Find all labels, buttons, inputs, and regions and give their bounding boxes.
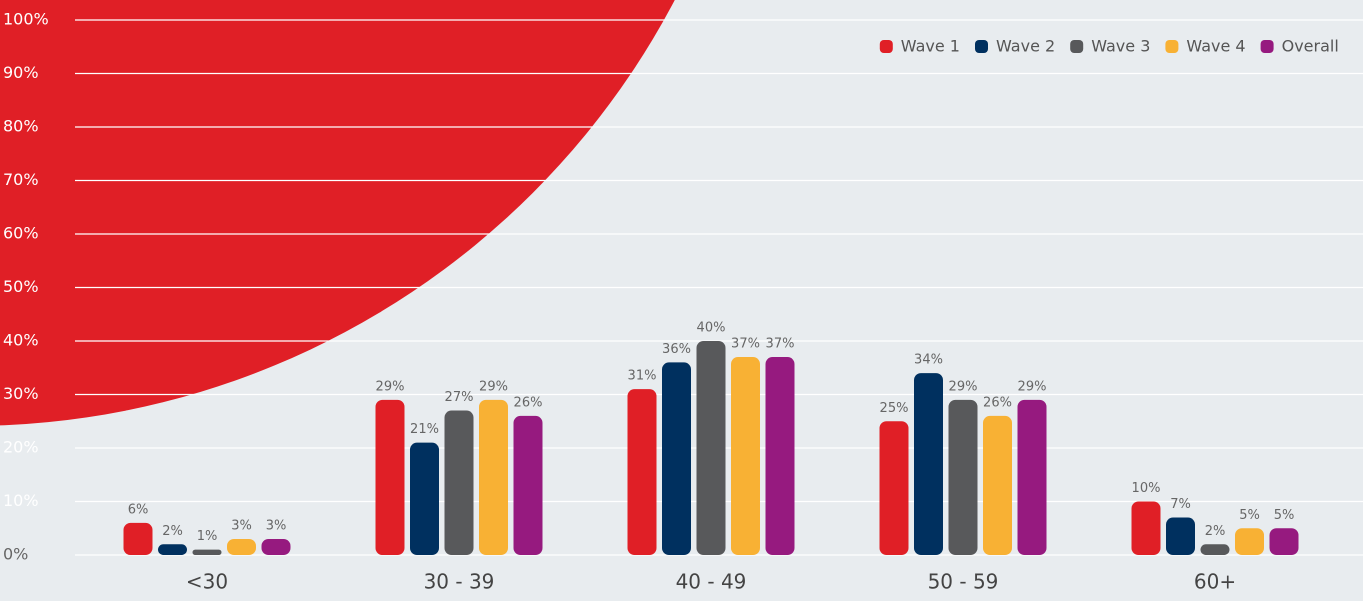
- legend-swatch: [975, 40, 988, 53]
- bar: [158, 544, 187, 555]
- value-label: 26%: [514, 395, 543, 410]
- bar: [261, 538, 291, 555]
- y-tick-label: 50%: [3, 277, 39, 296]
- bar: [731, 357, 760, 555]
- bar: [1017, 399, 1047, 555]
- legend-swatch: [1260, 40, 1274, 53]
- legend-label: Overall: [1282, 37, 1339, 56]
- bar: [123, 522, 153, 555]
- bar: [1235, 528, 1264, 555]
- y-tick-label: 0%: [3, 545, 28, 564]
- x-tick-label: <30: [186, 570, 228, 594]
- value-label: 29%: [949, 379, 978, 394]
- bar: [1269, 528, 1299, 555]
- bar: [765, 357, 795, 555]
- decorative-circle: [0, 0, 675, 426]
- value-label: 5%: [1274, 508, 1295, 523]
- legend-label: Wave 1: [901, 37, 960, 56]
- bar: [375, 399, 405, 555]
- bar: [627, 389, 657, 555]
- y-tick-label: 90%: [3, 63, 39, 82]
- y-tick-label: 10%: [3, 491, 39, 510]
- value-label: 37%: [766, 337, 795, 352]
- bar: [479, 399, 508, 555]
- x-tick-label: 40 - 49: [676, 570, 747, 594]
- value-label: 3%: [266, 518, 287, 533]
- value-label: 37%: [731, 337, 760, 352]
- value-label: 2%: [162, 524, 183, 539]
- value-label: 29%: [376, 379, 405, 394]
- bar: [983, 415, 1012, 555]
- value-label: 29%: [479, 379, 508, 394]
- bar: [410, 442, 439, 555]
- bar: [1166, 517, 1195, 555]
- legend-label: Wave 4: [1186, 37, 1245, 56]
- bar: [1131, 501, 1161, 555]
- bar: [948, 399, 978, 555]
- y-tick-label: 80%: [3, 117, 39, 136]
- value-label: 5%: [1239, 508, 1260, 523]
- bar: [444, 410, 474, 555]
- x-tick-label: 30 - 39: [424, 570, 495, 594]
- y-tick-label: 60%: [3, 224, 39, 243]
- legend-label: Wave 3: [1091, 37, 1150, 56]
- value-label: 21%: [410, 422, 439, 437]
- bar: [1200, 544, 1230, 555]
- value-label: 7%: [1170, 497, 1191, 512]
- value-label: 2%: [1205, 524, 1226, 539]
- legend-label: Wave 2: [996, 37, 1055, 56]
- bar: [513, 415, 543, 555]
- value-label: 40%: [697, 321, 726, 336]
- bar: [696, 341, 726, 555]
- value-label: 3%: [231, 518, 252, 533]
- x-tick-label: 60+: [1194, 570, 1236, 594]
- bar: [662, 362, 691, 555]
- bar: [879, 421, 909, 555]
- y-tick-label: 100%: [3, 10, 49, 29]
- y-tick-label: 40%: [3, 331, 39, 350]
- bar: [227, 538, 256, 555]
- legend-swatch: [879, 40, 893, 53]
- value-label: 10%: [1132, 481, 1161, 496]
- value-label: 29%: [1018, 379, 1047, 394]
- value-label: 6%: [128, 502, 149, 517]
- y-tick-label: 20%: [3, 438, 39, 457]
- value-label: 25%: [880, 401, 909, 416]
- value-label: 34%: [914, 353, 943, 368]
- y-tick-label: 70%: [3, 170, 39, 189]
- x-tick-label: 50 - 59: [928, 570, 999, 594]
- y-tick-label: 30%: [3, 384, 39, 403]
- bar: [914, 373, 943, 555]
- value-label: 31%: [628, 369, 657, 384]
- value-label: 26%: [983, 395, 1012, 410]
- value-label: 36%: [662, 342, 691, 357]
- legend-swatch: [1070, 40, 1084, 53]
- value-label: 27%: [445, 390, 474, 405]
- bar: [192, 549, 222, 555]
- legend-swatch: [1165, 40, 1179, 53]
- value-label: 1%: [197, 529, 218, 544]
